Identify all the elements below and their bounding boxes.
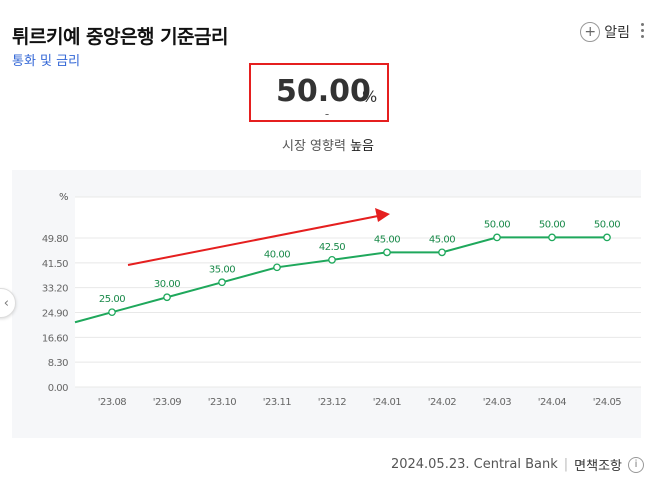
x-tick-label: '23.11 xyxy=(263,397,292,408)
data-point xyxy=(273,263,281,272)
data-label: 42.50 xyxy=(319,242,345,253)
y-tick-label: 0.00 xyxy=(48,383,68,394)
impact-label: 시장 영향력 xyxy=(282,139,346,154)
kebab-icon[interactable] xyxy=(641,23,644,38)
plus-circle-icon: + xyxy=(580,22,601,42)
value-highlight-box xyxy=(249,63,389,122)
data-label: 30.00 xyxy=(154,279,180,290)
impact-value: 높음 xyxy=(350,139,374,154)
category-link[interactable]: 통화 및 금리 xyxy=(12,54,81,69)
data-label: 50.00 xyxy=(594,219,620,230)
footer-separator: | xyxy=(563,457,569,472)
data-point xyxy=(548,233,556,242)
x-tick-label: '23.09 xyxy=(153,397,182,408)
data-label: 40.00 xyxy=(264,249,290,260)
data-label: 35.00 xyxy=(209,264,235,275)
data-point xyxy=(493,233,501,242)
y-tick-label: 49.80 xyxy=(42,234,68,245)
x-tick-label: '23.10 xyxy=(208,397,237,408)
data-label: 45.00 xyxy=(374,234,400,245)
disclaimer-link[interactable]: 면책조항 xyxy=(574,459,622,474)
data-point xyxy=(328,255,336,264)
x-tick-label: '23.08 xyxy=(98,397,127,408)
x-tick-label: '24.03 xyxy=(483,397,512,408)
x-tick-label: '24.02 xyxy=(428,397,457,408)
rate-value: 50.00 xyxy=(276,74,371,109)
page-title: 튀르키예 중앙은행 기준금리 xyxy=(12,26,229,48)
trend-arrow-head xyxy=(375,208,390,222)
alarm-button[interactable]: + 알림 xyxy=(580,22,630,42)
rate-unit: % xyxy=(362,87,378,106)
date-source: 2024.05.23. Central Bank xyxy=(390,457,558,472)
trend-arrow xyxy=(127,215,379,266)
data-label: 50.00 xyxy=(484,219,510,230)
y-tick-label: 24.90 xyxy=(42,309,68,320)
y-tick-label: 16.60 xyxy=(42,333,68,344)
rate-chart-svg: % 0.00 8.30 16.60 24.90 33.20 41.50 49.80 '23.08… xyxy=(42,192,641,408)
y-axis-label: % xyxy=(59,192,69,203)
plot-area xyxy=(75,197,641,387)
y-tick-label: 33.20 xyxy=(42,284,68,295)
data-point xyxy=(163,293,171,302)
footer: 2024.05.23. Central Bank | 면책조항 i xyxy=(391,455,644,474)
data-point xyxy=(603,233,611,242)
data-point xyxy=(218,278,226,287)
data-label: 50.00 xyxy=(539,219,565,230)
y-tick-label: 41.50 xyxy=(42,259,68,270)
x-tick-label: '23.12 xyxy=(318,397,347,408)
x-tick-label: '24.04 xyxy=(538,397,567,408)
y-tick-label: 8.30 xyxy=(48,358,68,369)
data-label: 25.00 xyxy=(99,294,125,305)
data-point xyxy=(383,248,391,257)
rate-chart: % 0.00 8.30 16.60 24.90 33.20 41.50 49.80 '23.08… xyxy=(12,170,641,438)
info-icon[interactable]: i xyxy=(628,456,644,473)
alarm-label: 알림 xyxy=(604,25,630,41)
data-point xyxy=(108,308,116,317)
x-tick-label: '24.05 xyxy=(593,397,622,408)
data-point xyxy=(438,248,446,257)
x-tick-label: '24.01 xyxy=(373,397,402,408)
rate-change: - xyxy=(324,107,330,121)
market-impact: 시장 영향력 높음 xyxy=(0,135,656,154)
data-label: 45.00 xyxy=(429,234,455,245)
